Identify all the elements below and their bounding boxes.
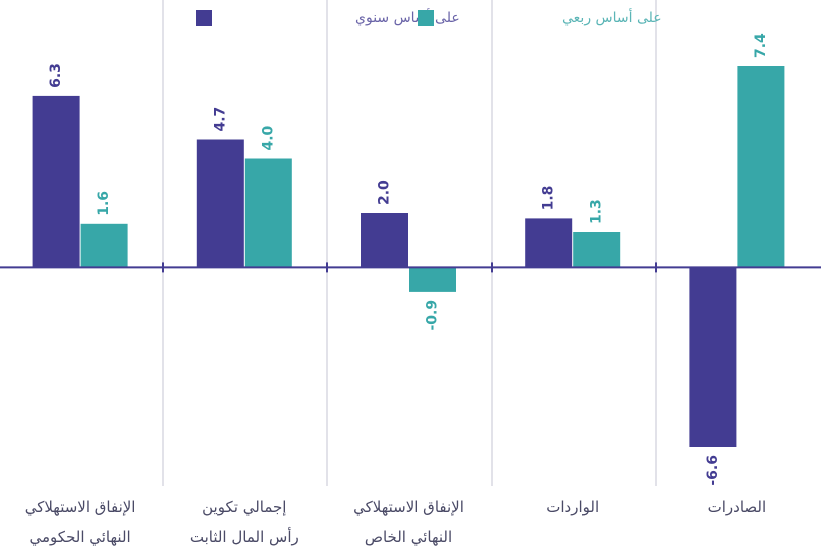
x-axis: [0, 262, 821, 273]
legend-label-series2: على أساس ربعي: [562, 8, 662, 26]
data-label-series1-cat5: -6.6: [705, 455, 721, 486]
data-label-series2-cat4: 1.3: [589, 199, 605, 224]
legend-swatch-series1: [196, 10, 212, 26]
category-label-3-line-2: النهائي الخاص: [365, 528, 452, 547]
bar-series2-cat1: [80, 223, 128, 268]
data-label-series1-cat1: 6.3: [48, 63, 64, 88]
category-labels-group: الإنفاق الاستهلاكي النهائي الحكومي إجمالي …: [25, 498, 766, 547]
legend-swatch-series2: [418, 10, 434, 26]
data-label-series1-cat3: 2.0: [377, 180, 393, 205]
bar-series1-cat2: [196, 139, 244, 268]
category-label-2-line-2: رأس المال الثابت: [190, 527, 299, 546]
bar-series1-cat5: [689, 267, 737, 447]
bar-series2-cat4: [573, 232, 621, 268]
group-separators: [162, 0, 657, 486]
category-label-1-line-2: النهائي الحكومي: [30, 528, 131, 547]
category-label-2-line-1: إجمالي تكوين: [202, 498, 286, 517]
category-label-3-line-1: الإنفاق الاستهلاكي: [353, 498, 464, 517]
bar-series1-cat4: [525, 218, 573, 268]
data-label-series2-cat3: -0.9: [425, 300, 441, 331]
legend-label-series1: على أساس سنوي: [355, 8, 460, 26]
category-label-5-line-1: الصادرات: [708, 498, 767, 516]
bar-series2-cat5: [737, 66, 785, 268]
data-label-series1-cat2: 4.7: [212, 107, 228, 132]
bar-series2-cat3: [409, 267, 456, 292]
data-label-series2-cat5: 7.4: [753, 33, 769, 58]
data-label-series2-cat2: 4.0: [260, 125, 276, 150]
category-label-4-line-1: الواردات: [546, 498, 599, 516]
category-label-1-line-1: الإنفاق الاستهلاكي: [25, 498, 136, 517]
bar-series2-cat2: [244, 158, 292, 268]
data-label-series1-cat4: 1.8: [541, 186, 557, 211]
bar-series1-cat1: [32, 95, 80, 268]
legend: على أساس سنوي على أساس ربعي: [196, 8, 662, 26]
data-label-series2-cat1: 1.6: [96, 191, 112, 216]
bars-group: [32, 66, 785, 447]
bar-series1-cat3: [361, 213, 408, 268]
data-labels-group: 6.3 1.6 4.7 4.0 2.0 -0.9 1.8 1.3 -6.6 7.4: [48, 33, 769, 486]
